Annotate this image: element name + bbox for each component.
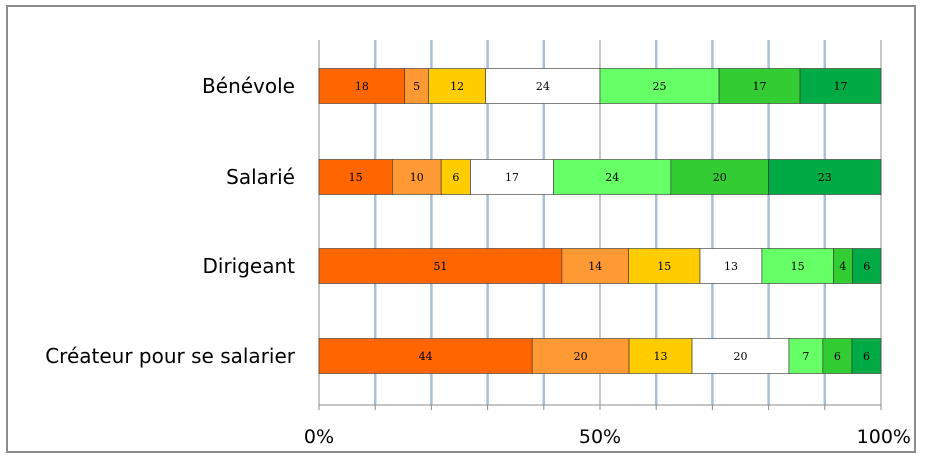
bar-segment [699,248,763,284]
data-label: 15 [791,260,805,273]
data-label: 6 [452,171,459,184]
bar-segment [553,159,672,195]
data-label: 24 [605,171,619,184]
data-label: 20 [734,350,748,363]
bar-segment [768,159,882,195]
bar-segment [318,248,563,284]
bar-segment [691,338,790,374]
category-label: Salarié [226,165,295,189]
data-label: 24 [536,80,550,93]
bar-segment [318,159,393,195]
data-label: 4 [839,260,846,273]
bar-segment [718,68,801,104]
category-label: Créateur pour se salarier [45,344,296,368]
data-label: 7 [802,350,809,363]
data-label: 20 [574,350,588,363]
data-label: 6 [863,350,870,363]
x-tick-label: 100% [857,426,911,448]
x-tick-label: 0% [304,426,334,448]
data-label: 17 [505,171,519,184]
data-label: 5 [413,80,420,93]
x-tick-label: 50% [579,426,621,448]
bar-segment [788,338,824,374]
bar-segment [470,159,554,195]
bar-segment [561,248,629,284]
data-label: 6 [834,350,841,363]
data-label: 17 [834,80,848,93]
bar-segment [851,338,882,374]
bar-segment [799,68,882,104]
data-label: 18 [355,80,369,93]
bar-segment [531,338,630,374]
data-label: 6 [863,260,870,273]
data-label: 10 [410,171,424,184]
bar-segment [628,338,693,374]
bar-segment [852,248,882,284]
data-label: 44 [419,350,433,363]
bar-segment [318,68,406,104]
data-label: 20 [713,171,727,184]
bar-segment [599,68,720,104]
data-label: 17 [753,80,767,93]
category-label: Dirigeant [202,254,295,278]
bar-segment [670,159,769,195]
bar-segment [392,159,442,195]
data-label: 25 [653,80,667,93]
bar-segment [428,68,486,104]
data-label: 14 [588,260,602,273]
data-label: 23 [818,171,832,184]
data-label: 15 [349,171,363,184]
bar-segment [822,338,853,374]
bar-segment [628,248,701,284]
data-label: 51 [433,260,447,273]
data-label: 13 [654,350,668,363]
category-label: Bénévole [202,74,295,98]
bar-segment [440,159,471,195]
bar-segment [318,338,533,374]
data-label: 13 [724,260,738,273]
data-label: 12 [450,80,464,93]
data-label: 15 [657,260,671,273]
bar-segment [761,248,834,284]
